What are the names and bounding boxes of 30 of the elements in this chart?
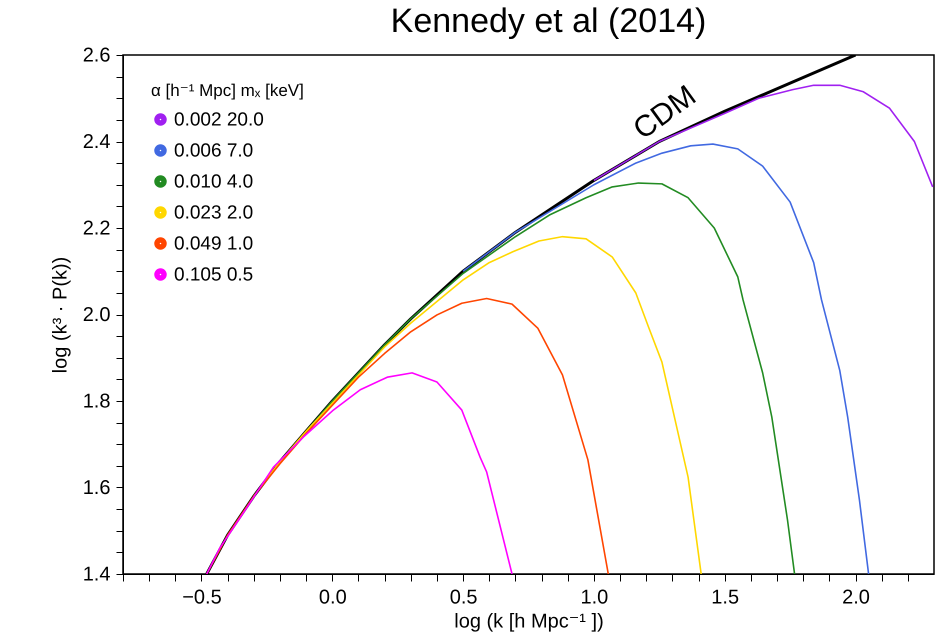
- legend-label: 0.023 2.0: [174, 202, 254, 224]
- line-series: [206, 298, 610, 574]
- x-tick-label: −0.5: [182, 586, 222, 608]
- legend-label: 0.006 7.0: [174, 140, 254, 162]
- y-tick-label: 1.6: [82, 477, 110, 499]
- line-series: [462, 143, 870, 574]
- y-tick-label: 2.2: [82, 218, 110, 240]
- y-axis-title: log (k³ · P(k)): [50, 256, 72, 374]
- y-tick-label: 2.4: [82, 131, 110, 153]
- legend-label: 0.002 20.0: [174, 110, 264, 130]
- y-tick-label: 2.0: [82, 304, 110, 326]
- line-series: [593, 84, 934, 188]
- line-series: [206, 372, 513, 574]
- legend-label: 0.010 4.0: [174, 172, 254, 192]
- legend-title: α [h⁻¹ Mpc] mₓ [keV]: [151, 81, 304, 100]
- line-series: [305, 182, 796, 574]
- line-series: [253, 236, 702, 574]
- chart-title: Kennedy et al (2014): [390, 2, 706, 40]
- legend-label: 0.049 1.0: [174, 234, 254, 254]
- x-tick-label: 0.5: [450, 586, 478, 608]
- x-tick-label: 2.0: [842, 586, 870, 608]
- x-axis-title: log (k [h Mpc⁻¹ ]): [454, 610, 604, 632]
- x-tick-label: 1.5: [711, 586, 740, 608]
- y-tick-label: 1.4: [82, 564, 110, 586]
- x-tick-label: 0.0: [318, 586, 347, 608]
- legend-label: 0.105 0.5: [174, 264, 254, 286]
- x-tick-label: 1.0: [580, 586, 608, 608]
- annotation: CDM: [627, 79, 702, 146]
- y-tick-label: 1.8: [82, 390, 110, 412]
- y-tick-label: 2.6: [82, 44, 110, 66]
